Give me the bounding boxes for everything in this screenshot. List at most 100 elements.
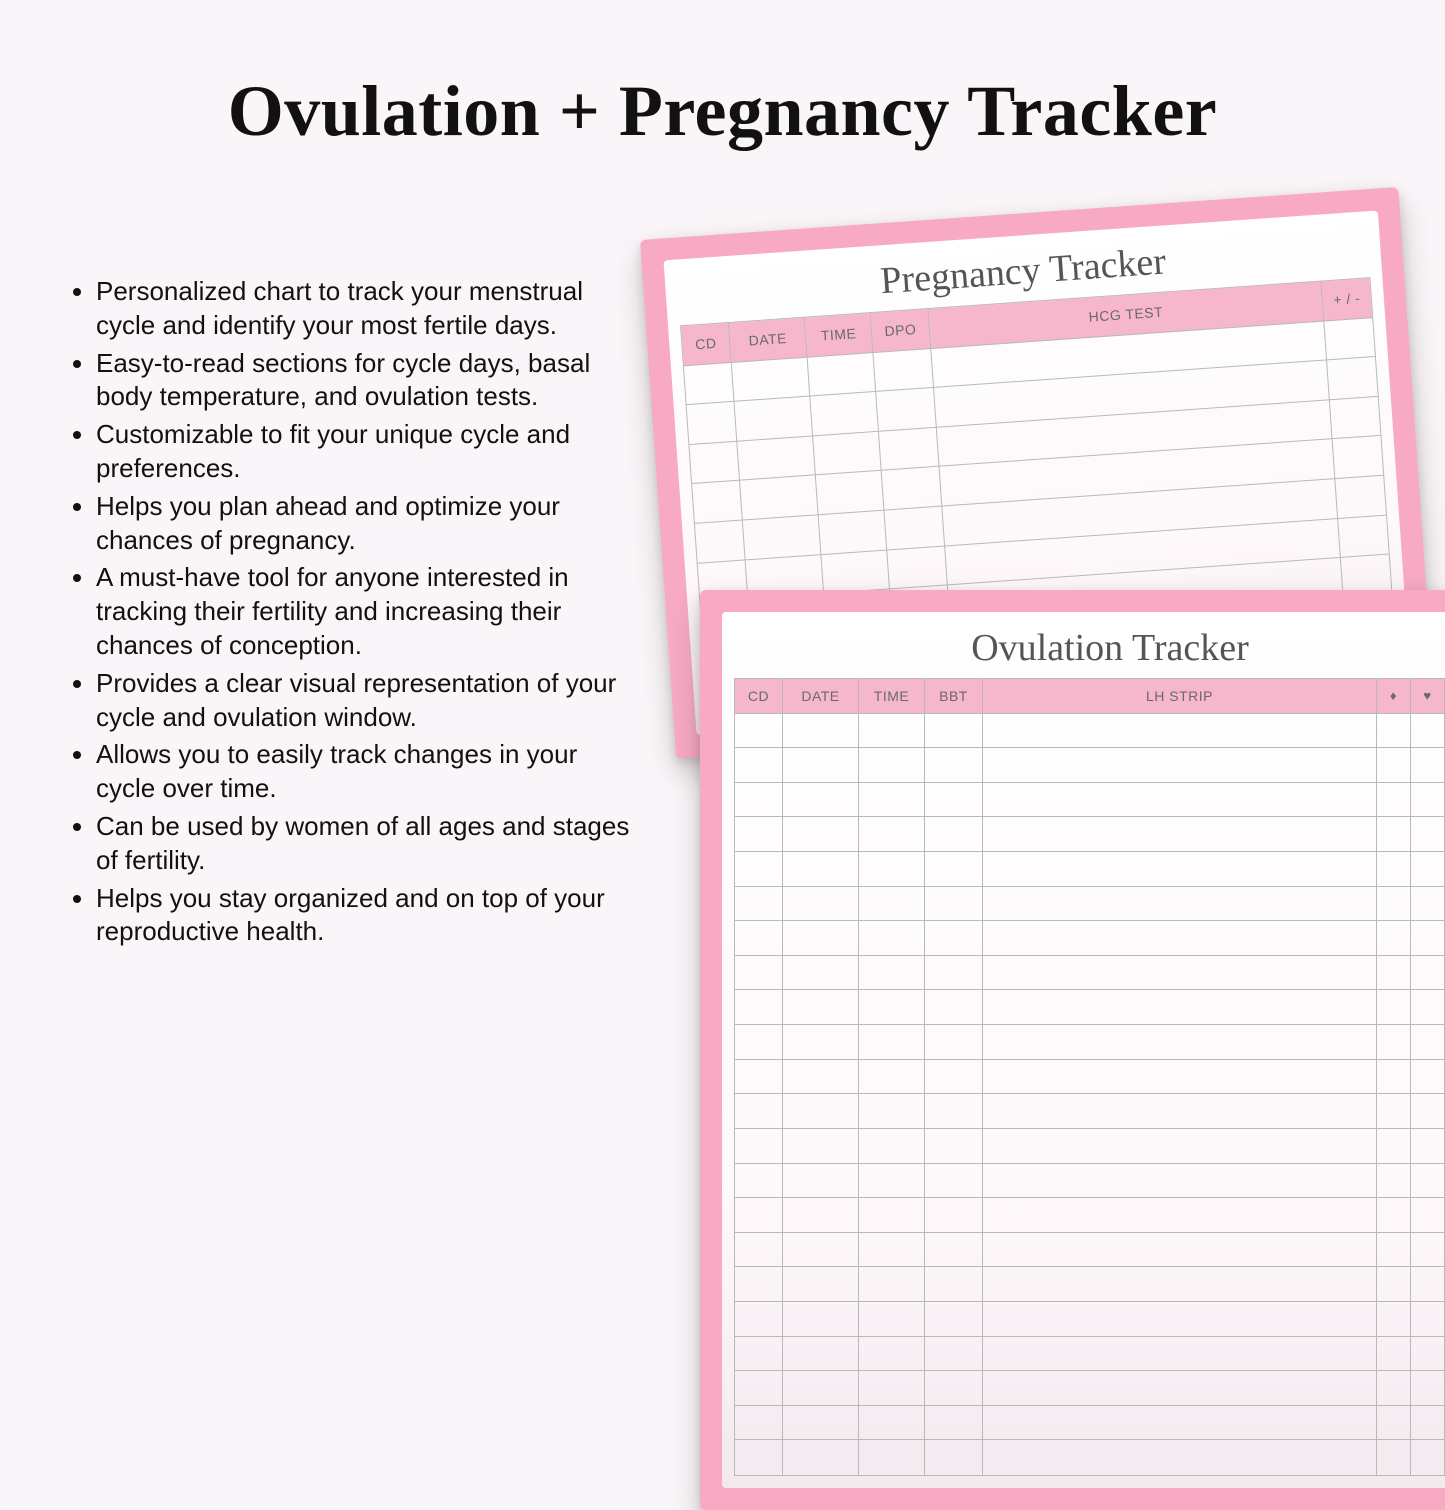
table-cell — [810, 392, 879, 436]
table-cell — [735, 956, 783, 991]
table-row — [735, 1406, 1445, 1441]
table-cell — [1377, 748, 1411, 783]
list-item: Can be used by women of all ages and sta… — [96, 810, 630, 878]
table-cell — [859, 1337, 925, 1372]
table-cell — [983, 748, 1377, 783]
table-cell — [684, 362, 735, 405]
table-cell — [735, 1129, 783, 1164]
col-header-lhstrip: LH STRIP — [983, 679, 1377, 714]
table-cell — [983, 1025, 1377, 1060]
table-cell — [983, 887, 1377, 922]
table-cell — [1411, 1060, 1445, 1095]
table-cell — [735, 1094, 783, 1129]
table-cell — [735, 817, 783, 852]
table-row — [735, 990, 1445, 1025]
table-cell — [740, 476, 819, 521]
table-cell — [692, 481, 743, 524]
ovulation-tracker-grid: CD DATE TIME BBT LH STRIP ♦ ♥ LH — [734, 678, 1445, 1476]
heart-icon: ♥ — [1423, 688, 1431, 703]
col-header-drop-icon: ♦ — [1377, 679, 1411, 714]
table-cell — [735, 887, 783, 922]
table-cell — [735, 1302, 783, 1337]
table-cell — [859, 1440, 925, 1475]
table-cell — [925, 748, 983, 783]
table-cell — [783, 1337, 859, 1372]
table-cell — [925, 887, 983, 922]
list-item: Provides a clear visual representation o… — [96, 667, 630, 735]
table-cell — [1411, 1129, 1445, 1164]
table-cell — [925, 817, 983, 852]
table-cell — [737, 436, 816, 481]
col-header-bbt: BBT — [925, 679, 983, 714]
table-cell — [735, 1371, 783, 1406]
col-header-cd: CD — [735, 679, 783, 714]
table-cell — [735, 1233, 783, 1268]
table-cell — [1411, 1302, 1445, 1337]
table-cell — [1377, 1302, 1411, 1337]
table-cell — [1411, 783, 1445, 818]
table-row — [735, 1094, 1445, 1129]
table-cell — [1330, 397, 1381, 440]
table-cell — [735, 714, 783, 749]
table-cell — [735, 1164, 783, 1199]
table-cell — [1377, 956, 1411, 991]
table-row — [735, 1267, 1445, 1302]
table-cell — [983, 1302, 1377, 1337]
table-cell — [873, 349, 934, 393]
table-cell — [1377, 1164, 1411, 1199]
table-cell — [732, 357, 811, 402]
table-cell — [1411, 748, 1445, 783]
table-cell — [983, 1233, 1377, 1268]
table-cell — [783, 1094, 859, 1129]
table-cell — [735, 1025, 783, 1060]
table-cell — [925, 1094, 983, 1129]
table-cell — [879, 428, 940, 472]
col-header-time: TIME — [805, 313, 874, 357]
table-cell — [1377, 1371, 1411, 1406]
table-cell — [983, 1060, 1377, 1095]
table-cell — [689, 441, 740, 484]
table-row — [735, 921, 1445, 956]
table-cell — [783, 956, 859, 991]
col-header-date: DATE — [783, 679, 859, 714]
table-row — [735, 956, 1445, 991]
table-cell — [925, 1440, 983, 1475]
table-row — [735, 852, 1445, 887]
table-row — [735, 887, 1445, 922]
table-cell — [735, 1406, 783, 1441]
table-cell — [1377, 714, 1411, 749]
table-cell — [783, 1371, 859, 1406]
table-cell — [983, 1440, 1377, 1475]
table-cell — [1377, 1440, 1411, 1475]
table-cell — [859, 956, 925, 991]
table-cell — [735, 748, 783, 783]
col-header-time: TIME — [859, 679, 925, 714]
table-row — [735, 783, 1445, 818]
table-cell — [783, 1440, 859, 1475]
table-cell — [735, 1060, 783, 1095]
table-cell — [783, 748, 859, 783]
table-row — [735, 1025, 1445, 1060]
table-cell — [925, 1371, 983, 1406]
table-cell — [925, 714, 983, 749]
table-row — [735, 714, 1445, 749]
table-cell — [983, 1094, 1377, 1129]
table-cell — [1411, 1267, 1445, 1302]
table-cell — [983, 956, 1377, 991]
table-cell — [859, 1094, 925, 1129]
table-cell — [695, 520, 746, 563]
table-cell — [859, 921, 925, 956]
table-cell — [859, 1025, 925, 1060]
table-cell — [1377, 1337, 1411, 1372]
list-item: Helps you stay organized and on top of y… — [96, 882, 630, 950]
table-cell — [859, 748, 925, 783]
table-cell — [735, 1440, 783, 1475]
table-cell — [1411, 990, 1445, 1025]
table-cell — [813, 432, 882, 476]
table-cell — [1377, 783, 1411, 818]
table-cell — [925, 990, 983, 1025]
table-cell — [735, 1337, 783, 1372]
col-header-cd: CD — [681, 323, 732, 366]
ovulation-tracker-inner: Ovulation Tracker CD DATE TIME BBT LH ST… — [722, 612, 1445, 1488]
table-cell — [783, 1060, 859, 1095]
